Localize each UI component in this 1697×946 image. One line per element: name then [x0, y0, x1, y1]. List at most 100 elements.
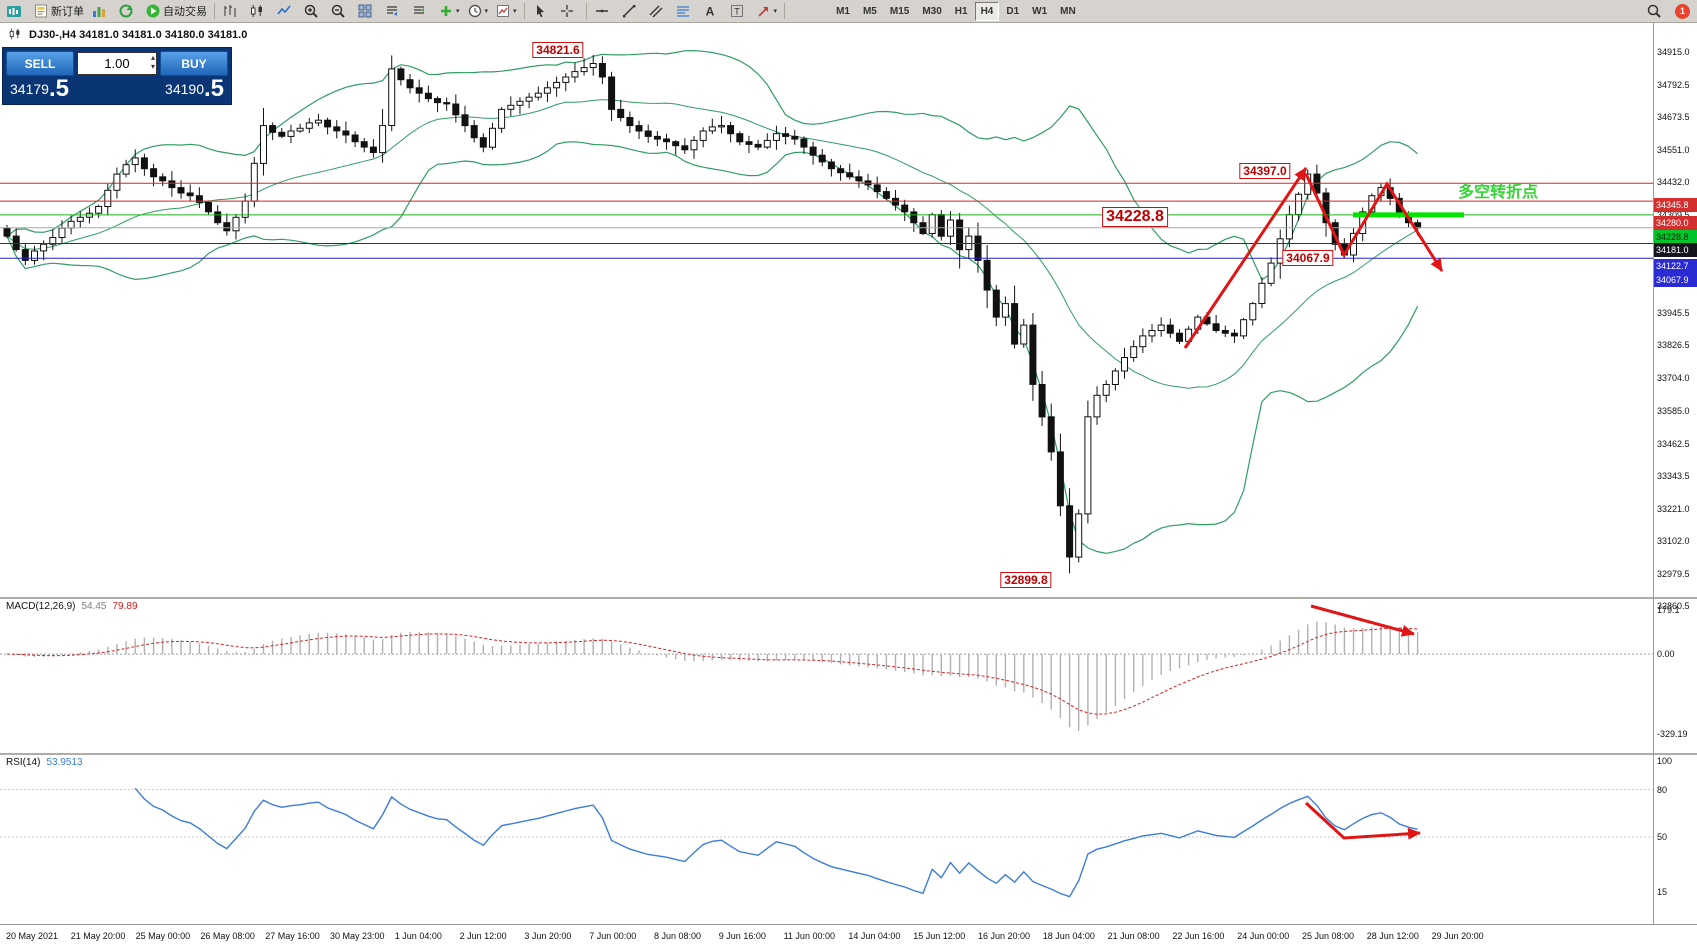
svg-text:T: T — [734, 7, 740, 17]
autotrading-button[interactable]: 自动交易 — [142, 0, 210, 22]
chan-icon — [648, 3, 664, 19]
timeframe-mn[interactable]: MN — [1060, 5, 1076, 17]
price-tag[interactable]: 32899.8 — [1000, 572, 1052, 588]
market-watch-button[interactable] — [88, 0, 114, 22]
price-badge: 34181.0 — [1654, 242, 1697, 257]
time-label: 3 Jun 20:00 — [524, 931, 572, 941]
volume-spinner[interactable]: ▴ ▾ — [151, 53, 155, 71]
bars-icon — [222, 3, 238, 19]
timeframe-w1[interactable]: W1 — [1032, 5, 1048, 17]
timeframe-m30[interactable]: M30 — [922, 5, 942, 17]
fibonacci-button[interactable] — [672, 0, 698, 22]
trendline-button[interactable] — [618, 0, 644, 22]
periods-button[interactable]: ▾ — [464, 0, 492, 22]
timeframe-h4[interactable]: H4 — [974, 1, 1000, 21]
templates-button[interactable]: ▾ — [492, 0, 520, 22]
timeframe-m5[interactable]: M5 — [862, 5, 877, 17]
price-badge: 34067.9 — [1654, 273, 1697, 288]
cursor-button[interactable] — [529, 0, 555, 22]
timeframe-m1[interactable]: M1 — [836, 5, 850, 17]
macd-arrow[interactable] — [1310, 604, 1415, 637]
indicator-list-button[interactable] — [381, 0, 407, 22]
toolbar: 新订单 自动交易 ▾ ▾ ▾ A T ▾ M1 M5 M15 M30 H1 H4 D1 W1 MN 1 — [0, 0, 1697, 23]
timeframe-buttons: M1 M5 M15 M30 H1 H4 D1 W1 MN — [830, 1, 1082, 21]
bar-chart-mode-button[interactable] — [219, 0, 245, 22]
candle-mode-button[interactable] — [246, 0, 272, 22]
price-tick: 33945.5 — [1657, 308, 1690, 319]
rsi-pane[interactable] — [0, 755, 1653, 922]
macd-value: 54.45 — [81, 601, 107, 612]
pane-separator-rsi[interactable] — [0, 753, 1697, 755]
sell-button[interactable]: SELL — [6, 51, 74, 76]
macd-pane[interactable] — [0, 599, 1653, 753]
rsi-arrow[interactable] — [1304, 801, 1421, 840]
macd-histogram — [15, 621, 1419, 731]
buy-price: 34190.5 — [165, 76, 224, 102]
symbol-ohlc-text: DJ30-,H4 34181.0 34181.0 34180.0 34181.0 — [29, 29, 248, 41]
time-label: 1 Jun 04:00 — [394, 931, 442, 941]
time-axis[interactable]: 20 May 2021 21 May 20:00 25 May 00:00 26 Ma… — [0, 924, 1697, 946]
time-label: 18 Jun 04:00 — [1042, 931, 1095, 941]
buy-button[interactable]: BUY — [160, 51, 228, 76]
timeframe-m15[interactable]: M15 — [889, 5, 910, 17]
refresh-icon — [118, 3, 134, 19]
price-tick: 34309.5 — [1657, 210, 1690, 220]
time-label: 27 May 16:00 — [265, 931, 320, 941]
ilist-icon — [384, 3, 400, 19]
zoom-out-button[interactable] — [327, 0, 353, 22]
search-button[interactable] — [1643, 0, 1669, 22]
spin-down-icon[interactable]: ▾ — [150, 62, 155, 71]
price-tick: 33704.0 — [1657, 373, 1690, 384]
notification-badge[interactable]: 1 — [1675, 3, 1690, 19]
caret-down-icon: ▾ — [773, 8, 778, 15]
timeframe-d1[interactable]: D1 — [1006, 5, 1020, 17]
main-chart-area[interactable] — [0, 22, 1653, 597]
time-label: 29 Jun 20:00 — [1431, 931, 1484, 941]
pane-separator-macd[interactable] — [0, 597, 1697, 599]
time-label: 26 May 08:00 — [200, 931, 255, 941]
price-tick: 34792.5 — [1657, 79, 1690, 90]
time-label: 21 May 20:00 — [70, 931, 126, 941]
macd-signal-line — [6, 627, 1418, 715]
candlestick-icon — [8, 27, 24, 43]
price-tag[interactable]: 34397.0 — [1239, 163, 1291, 179]
price-tag[interactable]: 34821.6 — [532, 42, 584, 58]
trend-arrow[interactable] — [1304, 173, 1444, 272]
zoom-in-button[interactable] — [300, 0, 326, 22]
rsi-tick: 100 — [1657, 756, 1673, 766]
price-tag[interactable]: 34067.9 — [1282, 250, 1334, 266]
price-tick: 33221.0 — [1657, 503, 1690, 514]
textA-icon: A — [702, 3, 718, 19]
annotation-note[interactable]: 多空转折点 — [1458, 184, 1539, 201]
macd-layer — [0, 604, 1653, 731]
toolbar-separator — [585, 3, 587, 19]
add-indicator-button[interactable]: ▾ — [435, 0, 463, 22]
tile-windows-button[interactable] — [354, 0, 380, 22]
label-button[interactable]: T — [726, 0, 752, 22]
time-label: 2 Jun 12:00 — [459, 931, 507, 941]
sell-price-main: 34179 — [10, 81, 49, 97]
line-mode-button[interactable] — [273, 0, 299, 22]
toolbar-separator — [523, 3, 525, 19]
bollinger-bands — [6, 49, 1419, 555]
text-button[interactable]: A — [699, 0, 725, 22]
toolbar-button-label: 新订单 — [51, 6, 84, 18]
timeframe-h1[interactable]: H1 — [954, 5, 968, 17]
crosshair-button[interactable] — [556, 0, 582, 22]
horizontal-line-button[interactable] — [591, 0, 617, 22]
price-badge: 34345.8 — [1654, 198, 1697, 213]
new-chart-button[interactable] — [3, 0, 29, 22]
arrows-button[interactable]: ▾ — [753, 0, 781, 22]
channel-button[interactable] — [645, 0, 671, 22]
volume-input[interactable]: 1.00 ▴ ▾ — [77, 52, 157, 75]
spin-up-icon[interactable]: ▴ — [150, 53, 155, 62]
object-list-button[interactable] — [408, 0, 434, 22]
trend-arrow[interactable] — [1183, 167, 1308, 349]
time-label: 28 Jun 12:00 — [1366, 931, 1419, 941]
price-scale[interactable]: 34915.0 34792.5 34673.5 34551.0 34432.0 34309… — [1654, 22, 1697, 922]
price-tick: 32860.5 — [1657, 600, 1690, 611]
refresh-button[interactable] — [115, 0, 141, 22]
rsi-label: RSI(14) 53.9513 — [6, 757, 83, 768]
price-tag[interactable]: 34228.8 — [1102, 207, 1168, 227]
new-order-button[interactable]: 新订单 — [30, 0, 87, 22]
